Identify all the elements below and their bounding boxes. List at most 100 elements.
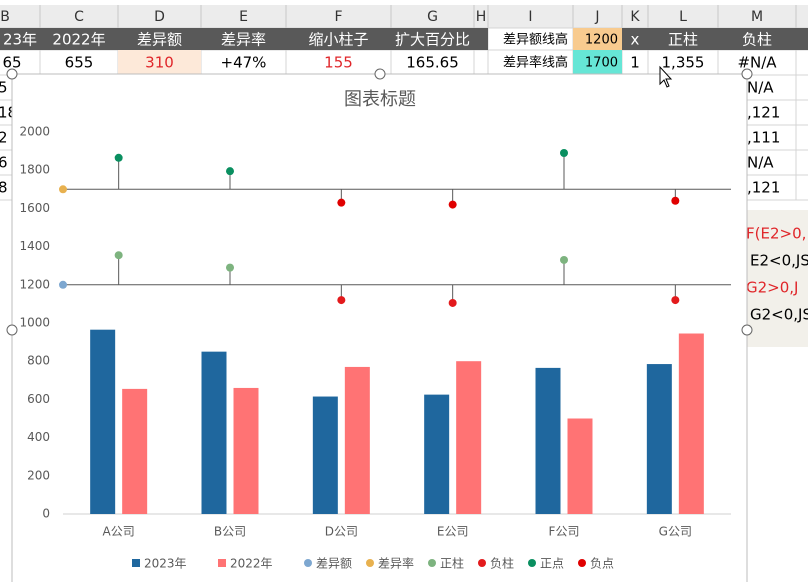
header-cell[interactable]: 差异额 — [137, 31, 182, 49]
point — [337, 198, 346, 207]
cell[interactable]: +47% — [221, 54, 267, 72]
point — [560, 255, 568, 264]
bar — [567, 418, 593, 514]
column-letter[interactable]: E — [239, 9, 248, 25]
cell[interactable]: 2 — [0, 129, 8, 147]
chart-title: 图表标题 — [344, 89, 416, 110]
legend-swatch — [528, 559, 536, 567]
cell[interactable]: 655 — [65, 54, 94, 72]
bar — [678, 333, 704, 514]
column-letter[interactable]: L — [679, 9, 687, 25]
x-tick-label: E公司 — [437, 525, 469, 539]
bar — [424, 394, 450, 514]
x-tick-label: A公司 — [103, 525, 135, 539]
legend-swatch — [366, 559, 374, 567]
cell[interactable]: 155 — [324, 54, 353, 72]
cell[interactable]: ,121 — [747, 104, 780, 122]
cell[interactable]: ,121 — [747, 179, 780, 197]
bar — [456, 361, 482, 514]
point — [448, 298, 457, 307]
header-cell[interactable]: 差异额线高 — [503, 32, 568, 48]
y-tick-label: 0 — [42, 507, 50, 521]
y-tick-label: 600 — [27, 392, 50, 406]
legend-swatch — [578, 559, 586, 567]
cell-fill — [573, 50, 622, 75]
header-cell[interactable]: 2022年 — [52, 31, 105, 49]
y-tick-label: 2000 — [19, 125, 50, 139]
column-letter[interactable]: J — [594, 9, 599, 25]
resize-handle[interactable] — [741, 324, 753, 336]
formula-panel — [747, 210, 808, 347]
legend-label: 差异额 — [316, 557, 352, 571]
header-cell[interactable]: 负柱 — [742, 31, 772, 49]
resize-handle[interactable] — [374, 68, 386, 80]
cell[interactable]: N/A — [747, 79, 774, 97]
column-header-bar — [0, 5, 808, 28]
legend-label: 正点 — [540, 557, 564, 571]
cell-fill — [118, 50, 201, 75]
bar — [312, 396, 338, 514]
baseline-point — [59, 185, 67, 194]
column-letter[interactable]: M — [751, 9, 763, 25]
cell[interactable]: 165.65 — [406, 54, 459, 72]
cell[interactable]: #N/A — [737, 54, 777, 72]
mouse-cursor — [659, 65, 673, 88]
column-letter[interactable]: H — [476, 9, 487, 25]
legend-swatch — [428, 559, 436, 567]
legend-swatch — [218, 559, 226, 567]
x-tick-label: D公司 — [325, 525, 358, 539]
cell[interactable]: N/A — [747, 154, 774, 172]
legend-label: 负点 — [590, 557, 614, 571]
header-cell[interactable]: 正柱 — [668, 31, 698, 49]
header-cells — [622, 28, 808, 50]
resize-handle[interactable] — [741, 68, 753, 80]
column-letter[interactable]: B — [0, 9, 10, 25]
cell-fill — [573, 28, 622, 50]
bar — [344, 366, 370, 514]
formula-text: G2<0,JS — [750, 306, 808, 324]
column-letter[interactable]: D — [154, 9, 165, 25]
point — [671, 296, 680, 305]
point — [337, 296, 346, 305]
column-letter[interactable]: K — [630, 9, 640, 25]
bar — [90, 329, 116, 514]
cell[interactable]: 5 — [0, 79, 8, 97]
cell[interactable]: 65 — [2, 54, 21, 72]
column-letter[interactable]: F — [334, 9, 342, 25]
header-cell[interactable]: 扩大百分比 — [395, 31, 470, 49]
point — [114, 251, 123, 260]
cell[interactable]: 1700 — [585, 56, 618, 71]
resize-handle[interactable] — [6, 324, 18, 336]
cell[interactable]: 1 — [630, 54, 640, 72]
legend-label: 正柱 — [440, 556, 464, 571]
legend-swatch — [132, 559, 140, 567]
point — [448, 200, 457, 209]
header-cells — [0, 28, 488, 50]
formula-text: G2>0,J — [746, 279, 798, 297]
point — [671, 196, 680, 205]
column-letter[interactable]: C — [74, 9, 84, 25]
header-cell[interactable]: 缩小柱子 — [308, 31, 368, 49]
x-tick-label: B公司 — [214, 525, 246, 539]
point — [114, 153, 123, 162]
resize-handle[interactable] — [6, 68, 18, 80]
column-letter[interactable]: I — [528, 9, 532, 25]
bar — [646, 364, 672, 514]
cell[interactable]: 差异率线高 — [503, 55, 568, 71]
legend-label: 负柱 — [490, 556, 514, 571]
cell[interactable]: 1,355 — [662, 54, 705, 72]
header-cell[interactable]: 1200 — [585, 33, 618, 48]
legend-label: 差异率 — [378, 556, 414, 571]
cell[interactable]: ,111 — [747, 129, 780, 147]
column-letter[interactable]: G — [427, 9, 438, 25]
y-tick-label: 800 — [27, 354, 50, 368]
y-tick-label: 1400 — [19, 239, 50, 253]
header-cell[interactable]: 差异率 — [221, 31, 266, 49]
header-cell[interactable]: 23年 — [3, 31, 37, 49]
cell[interactable]: 6 — [0, 154, 8, 172]
bar — [201, 351, 227, 514]
cell[interactable]: 8 — [0, 179, 8, 197]
header-cell[interactable]: x — [631, 31, 640, 49]
cell[interactable]: 310 — [145, 54, 174, 72]
